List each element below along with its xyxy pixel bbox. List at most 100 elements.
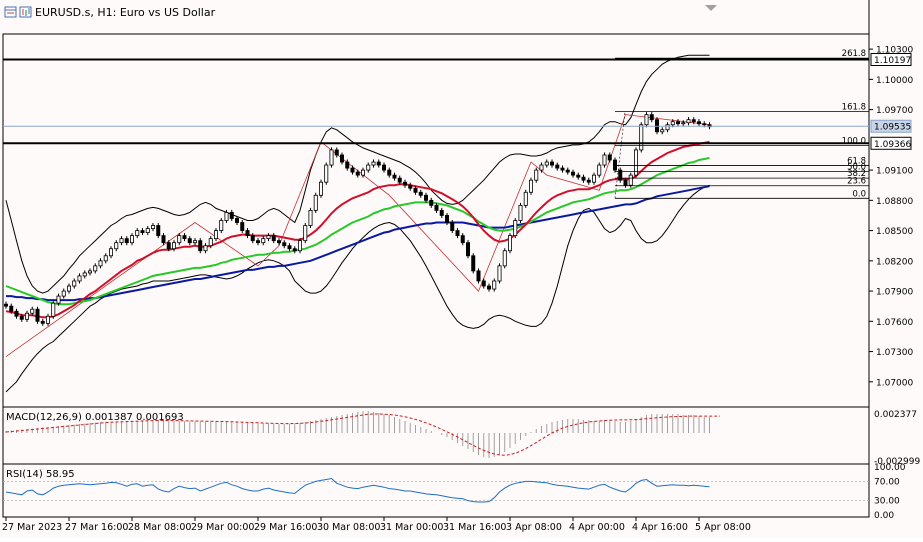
candle-body-49 <box>261 238 266 244</box>
rsi-tick-label-0: 100.00 <box>874 463 906 473</box>
moving-averages <box>5 140 710 319</box>
candle-body-71 <box>376 161 381 166</box>
candle-body-91 <box>481 280 486 287</box>
candle-body-85 <box>450 222 455 231</box>
candle-body-70 <box>371 161 376 166</box>
candle-body-92 <box>486 285 491 290</box>
candle-body-35 <box>187 238 192 244</box>
chart-window-icon[interactable] <box>4 6 17 18</box>
ema-green-line <box>5 157 710 306</box>
candle-body-58 <box>308 210 313 226</box>
candle-body-104 <box>550 161 555 166</box>
candle-body-63 <box>334 149 339 156</box>
candle-body-95 <box>502 250 507 267</box>
candle-body-10 <box>56 295 61 304</box>
candle-body-73 <box>387 169 392 176</box>
candle-body-64 <box>339 154 344 163</box>
fib-level-label-6: 23.6 <box>847 177 866 187</box>
macd-tick-label-0: 0.002377 <box>874 410 917 420</box>
candle-body-113 <box>597 164 602 176</box>
candle-body-117 <box>618 169 623 181</box>
candle-body-38 <box>203 245 208 252</box>
bollinger-bands <box>5 54 710 393</box>
candle-body-20 <box>109 248 114 257</box>
candle-body-124 <box>655 119 660 133</box>
time-tick-label-11: 5 Apr 08:00 <box>695 522 751 533</box>
macd-tick-label-1: -0.002999 <box>874 457 920 467</box>
fib-level-label-0: 261.8 <box>842 49 866 59</box>
macd-signal-line <box>5 413 720 456</box>
symbol-title: EURUSD.s, H1: Euro vs US Dollar <box>35 6 216 19</box>
fibonacci-retracement[interactable]: 261.8 161.8 100.0 61.850.038.223.6 0.0 <box>614 49 869 199</box>
price-tick-label-1: 1.10000 <box>876 76 913 86</box>
candle-body-62 <box>329 149 334 166</box>
header-icons <box>4 6 32 18</box>
candle-body-78 <box>413 187 418 193</box>
candle-body-36 <box>192 240 197 244</box>
candle-body-133 <box>702 123 707 126</box>
price-axis: 1.10300 1.10000 1.09700 1.09100 1.08800 1.085… <box>869 46 913 388</box>
candle-body-42 <box>224 212 229 221</box>
fib-trend-line <box>614 111 626 199</box>
time-tick-label-4: 29 Mar 16:00 <box>254 522 317 533</box>
price-tick-label-10: 1.07000 <box>876 378 913 388</box>
candle-body-40 <box>213 230 218 240</box>
candle-body-127 <box>670 121 675 126</box>
zigzag-lines <box>5 114 710 357</box>
candle-body-93 <box>492 280 497 290</box>
candle-body-52 <box>276 240 281 244</box>
time-tick-label-5: 30 Mar 08:00 <box>317 522 380 533</box>
candle-body-67 <box>355 171 360 176</box>
candle-body-81 <box>429 199 434 206</box>
price-tick-label-0: 1.10300 <box>876 46 913 56</box>
candle-body-13 <box>72 280 77 287</box>
candle-body-98 <box>518 204 523 221</box>
candle-body-88 <box>465 242 470 257</box>
scroll-marker-icon[interactable] <box>705 5 717 11</box>
candle-body-75 <box>397 177 402 183</box>
candle-body-119 <box>628 174 633 186</box>
candle-body-32 <box>171 242 176 250</box>
candle-body-94 <box>497 265 502 282</box>
candle-body-3 <box>19 315 24 320</box>
time-tick-label-7: 31 Mar 16:00 <box>443 522 506 533</box>
candle-body-56 <box>297 240 302 252</box>
time-tick-label-3: 29 Mar 00:00 <box>191 522 254 533</box>
candle-body-99 <box>523 191 528 206</box>
candle-body-0 <box>4 303 9 307</box>
chart-bars-icon[interactable] <box>19 6 32 18</box>
rsi-line <box>5 477 710 503</box>
candle-body-101 <box>534 169 539 181</box>
price-tick-label-5: 1.08500 <box>876 227 913 237</box>
candle-body-23 <box>124 238 129 244</box>
candle-body-72 <box>381 164 386 171</box>
time-tick-label-0: 27 Mar 2023 <box>2 522 62 533</box>
candle-body-128 <box>676 121 681 125</box>
candle-body-107 <box>565 169 570 173</box>
candle-body-14 <box>77 275 82 282</box>
candle-body-4 <box>24 312 29 320</box>
candle-body-11 <box>61 290 66 297</box>
candle-body-46 <box>245 230 250 237</box>
candle-body-37 <box>198 240 203 252</box>
candle-body-29 <box>156 225 161 237</box>
candle-body-7 <box>40 320 45 324</box>
candle-body-130 <box>686 119 691 124</box>
candle-body-103 <box>544 161 549 166</box>
candle-body-22 <box>119 238 124 244</box>
horizontal-lines[interactable] <box>3 58 869 145</box>
candle-body-77 <box>408 184 413 189</box>
candle-body-100 <box>529 179 534 193</box>
candle-body-97 <box>513 220 518 237</box>
time-tick-label-10: 4 Apr 16:00 <box>632 522 688 533</box>
candle-body-61 <box>324 164 329 183</box>
candle-body-66 <box>350 167 355 173</box>
price-panel-frame <box>2 33 870 408</box>
time-tick-label-2: 28 Mar 08:00 <box>128 522 191 533</box>
candle-body-54 <box>287 245 292 250</box>
candle-body-112 <box>592 174 597 183</box>
candle-body-12 <box>67 285 72 292</box>
candle-body-86 <box>455 230 460 237</box>
zigzag-line <box>5 114 710 357</box>
